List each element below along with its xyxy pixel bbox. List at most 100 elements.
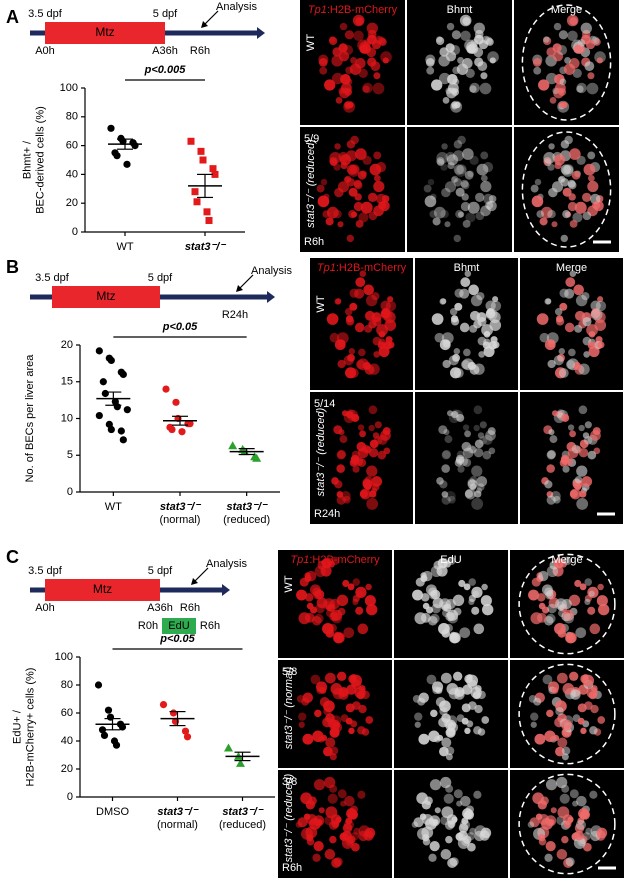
cell (318, 57, 328, 67)
cell (557, 604, 564, 612)
outline (521, 131, 612, 248)
cell (313, 841, 324, 852)
cell (423, 184, 432, 193)
cell (416, 792, 428, 805)
cell (334, 339, 346, 351)
data-point (107, 124, 115, 132)
cell (478, 351, 485, 358)
cell (364, 476, 373, 484)
data-point (162, 385, 170, 393)
cell (469, 476, 478, 484)
cell (563, 556, 572, 566)
cell (331, 72, 344, 85)
treatment-label: Mtz (96, 289, 115, 303)
cell (468, 284, 479, 296)
cell (458, 830, 468, 841)
x-tick-label: stat3⁻/⁻ (157, 806, 199, 818)
cell (547, 209, 556, 219)
cell (344, 307, 353, 316)
cell (443, 429, 450, 436)
cell (567, 30, 578, 42)
cell (373, 151, 382, 160)
cell (349, 459, 358, 467)
cell (469, 324, 478, 333)
cell (556, 672, 568, 684)
data-point (98, 726, 107, 734)
data-point (209, 165, 217, 173)
cell (376, 193, 387, 205)
outline (518, 663, 616, 765)
cell (387, 341, 395, 349)
cell (571, 170, 581, 180)
cell (590, 704, 599, 714)
cell (427, 178, 435, 186)
cell (578, 405, 588, 415)
cell (436, 477, 444, 485)
y-axis-label: No. of BECs per liver area (24, 354, 36, 483)
timeline-arrowhead (267, 291, 275, 303)
header-part: Merge (556, 262, 587, 274)
cell (574, 445, 582, 454)
cell (348, 727, 355, 735)
analysis-label: Analysis (206, 558, 247, 570)
cell (451, 175, 459, 183)
cell (358, 348, 366, 357)
cell (324, 672, 336, 684)
cell (429, 210, 438, 218)
cell (422, 570, 433, 582)
cell (459, 819, 470, 830)
cell (554, 82, 566, 94)
data-point (183, 733, 192, 741)
cell (453, 234, 461, 243)
data-point (191, 188, 199, 196)
cell (387, 296, 394, 303)
cell (365, 716, 374, 724)
cell (457, 211, 465, 218)
cell (348, 187, 358, 197)
cell (329, 753, 337, 761)
cell (580, 727, 587, 735)
cell (362, 85, 370, 93)
analysis-label: Analysis (216, 1, 257, 13)
cell (333, 857, 343, 867)
cell (380, 308, 393, 321)
cell (446, 410, 454, 417)
cell (447, 82, 459, 94)
cell (364, 310, 375, 321)
cell (382, 57, 389, 64)
cell (344, 175, 352, 183)
cell (576, 465, 588, 477)
data-point (113, 403, 121, 411)
cell (440, 849, 452, 860)
cell (480, 72, 488, 80)
cell (429, 841, 440, 852)
data-point (187, 137, 195, 145)
cell (313, 815, 325, 827)
cell (418, 733, 430, 745)
cell (437, 734, 444, 742)
cell (597, 716, 606, 724)
cell (338, 429, 345, 436)
cell (371, 40, 382, 50)
analysis-arrowhead (236, 285, 243, 292)
cell (346, 317, 355, 326)
cell (306, 570, 317, 582)
cell (576, 85, 584, 93)
cell (577, 817, 585, 825)
cell (324, 79, 336, 91)
cell (446, 22, 455, 31)
cell (356, 590, 363, 597)
cell (441, 143, 448, 150)
cell (445, 43, 455, 53)
cell (357, 726, 366, 735)
cell (466, 674, 479, 687)
cell (324, 849, 336, 860)
cell (414, 712, 423, 721)
cell (353, 827, 361, 835)
cell (457, 57, 464, 64)
cell (584, 61, 595, 72)
data-point (193, 198, 201, 206)
cell (445, 490, 456, 502)
cell (350, 57, 357, 64)
data-point (99, 378, 107, 386)
